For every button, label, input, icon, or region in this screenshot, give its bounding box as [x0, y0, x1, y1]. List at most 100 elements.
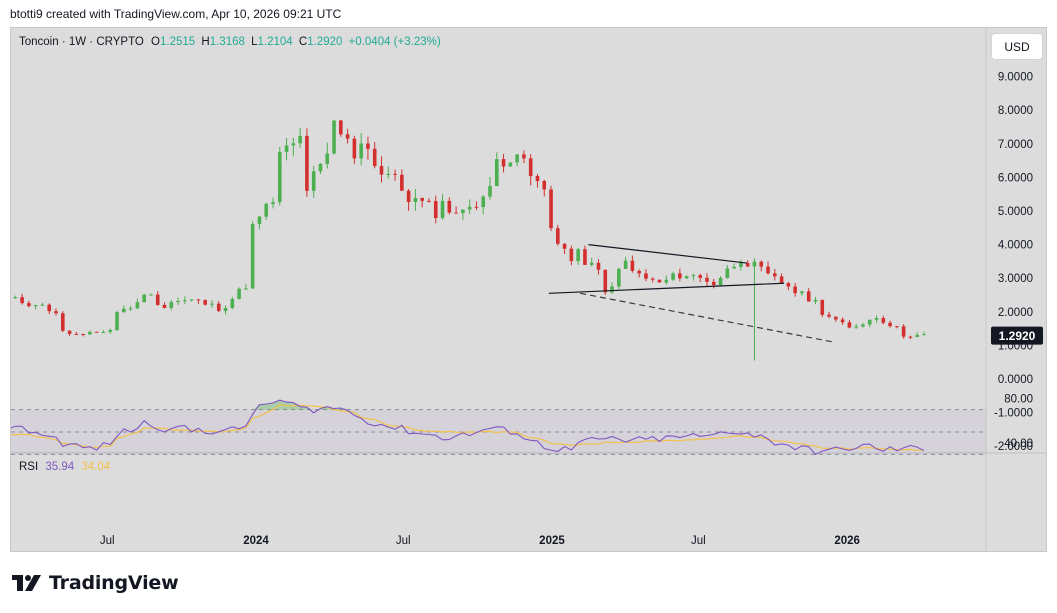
candle-body: [155, 294, 160, 305]
rsi-ma-value: 34.04: [81, 461, 111, 473]
high-value: 1.3168: [209, 36, 245, 48]
candle-body: [461, 209, 465, 214]
candle-body: [793, 286, 797, 294]
candle-body: [528, 158, 533, 177]
candle-body: [494, 159, 499, 187]
price-axis-tick: 6.0000: [998, 172, 1033, 184]
candle-body: [345, 134, 350, 139]
candle-body: [467, 206, 472, 210]
open-label: O: [151, 36, 160, 48]
low-value: 1.2104: [257, 36, 293, 48]
close-label: C: [298, 36, 308, 48]
chart-pane[interactable]: 9.0000 8.0000 7.0000 6.0000 5.0000 4.0000 3.00…: [10, 27, 1047, 552]
candle-body: [13, 297, 18, 299]
candle-body: [922, 334, 926, 336]
change-value: +0.0404 (+3.23%): [348, 36, 441, 48]
candle-body: [786, 283, 791, 287]
candle-body: [481, 196, 486, 208]
price-axis-tick: 0.0000: [998, 374, 1033, 386]
candle-body: [542, 180, 547, 190]
candle-body: [115, 312, 119, 331]
rsi-ma-line: [11, 404, 924, 451]
high-label: H: [201, 36, 210, 48]
candle-body: [630, 260, 635, 271]
candle-body: [915, 334, 920, 338]
candle-body: [406, 190, 411, 203]
candle-body: [711, 281, 716, 286]
price-axis-tick: 2.0000: [998, 307, 1033, 319]
last-price-badge: [991, 326, 1043, 345]
candle-body: [325, 153, 330, 164]
candle-body: [678, 273, 682, 279]
price-chart[interactable]: 9.0000 8.0000 7.0000 6.0000 5.0000 4.0000 3.00…: [11, 28, 1047, 552]
last-price-label: 1.2920: [999, 329, 1036, 343]
trendline-1: [588, 244, 747, 264]
candle-body: [718, 277, 723, 286]
candle-body: [773, 273, 777, 277]
price-axis-tick: 9.0000: [998, 72, 1033, 84]
candle-body: [230, 299, 235, 308]
currency-button[interactable]: USD: [991, 33, 1043, 60]
candle-body: [854, 326, 858, 328]
candle-body: [128, 308, 133, 310]
candle-body: [867, 319, 872, 325]
candle-body: [27, 303, 31, 307]
candle-body: [332, 120, 336, 154]
candle-body: [874, 318, 879, 320]
rsi-line: [11, 399, 925, 456]
price-axis-tick: 7.0000: [998, 139, 1033, 151]
candle-body: [413, 197, 418, 203]
candle-body: [366, 143, 370, 149]
candle-body: [474, 206, 479, 208]
candle-body: [617, 268, 621, 287]
tradingview-logo[interactable]: TradingView: [12, 572, 179, 594]
candle-body: [291, 143, 296, 146]
candle-body: [318, 163, 323, 172]
candle-body: [705, 277, 709, 282]
candle-body: [305, 135, 309, 191]
candle-body: [400, 174, 404, 191]
candle-body: [732, 266, 736, 269]
candle-body: [847, 322, 852, 328]
candle-body: [359, 143, 363, 159]
open-value: 1.2515: [160, 36, 196, 48]
tradingview-brand-name: TradingView: [49, 572, 179, 594]
candle-body: [271, 202, 275, 204]
candle-body: [766, 266, 770, 274]
price-axis-tick: 8.0000: [998, 105, 1033, 117]
candle-body: [284, 145, 289, 152]
candle-body: [664, 279, 669, 283]
price-axis-tick: -1.0000: [994, 408, 1033, 420]
candle-body: [447, 200, 452, 213]
candle-body: [420, 197, 424, 201]
candle-body: [556, 228, 560, 244]
candle-body: [637, 270, 641, 274]
candle-body: [67, 330, 72, 334]
candle-body: [20, 297, 24, 304]
candle-body: [895, 326, 899, 328]
candle-body: [393, 173, 397, 175]
candle-body: [427, 200, 431, 202]
candle-body: [684, 276, 689, 279]
candle-body: [386, 173, 391, 175]
trendline-3: [580, 292, 834, 343]
tradingview-logo-icon: [12, 575, 41, 591]
candle-body: [745, 263, 750, 267]
trendline-2: [548, 282, 785, 294]
candle-body: [379, 166, 384, 175]
candle-body: [549, 189, 553, 229]
candle-body: [81, 334, 85, 336]
time-axis-tick: 2024: [243, 535, 269, 547]
candle-body: [183, 300, 187, 302]
rsi-label[interactable]: RSI: [19, 461, 39, 473]
symbol-info[interactable]: Toncoin · 1W · CRYPTO: [19, 36, 144, 48]
candle-body: [806, 291, 811, 302]
candle-body: [339, 120, 343, 135]
candle-body: [820, 299, 825, 315]
close-value: 1.2920: [307, 36, 343, 48]
price-axis-tick: 3.0000: [998, 273, 1033, 285]
candle-body: [264, 203, 269, 217]
candle-body: [739, 263, 743, 267]
candle-body: [372, 148, 377, 167]
rsi-value: 35.94: [45, 461, 75, 473]
